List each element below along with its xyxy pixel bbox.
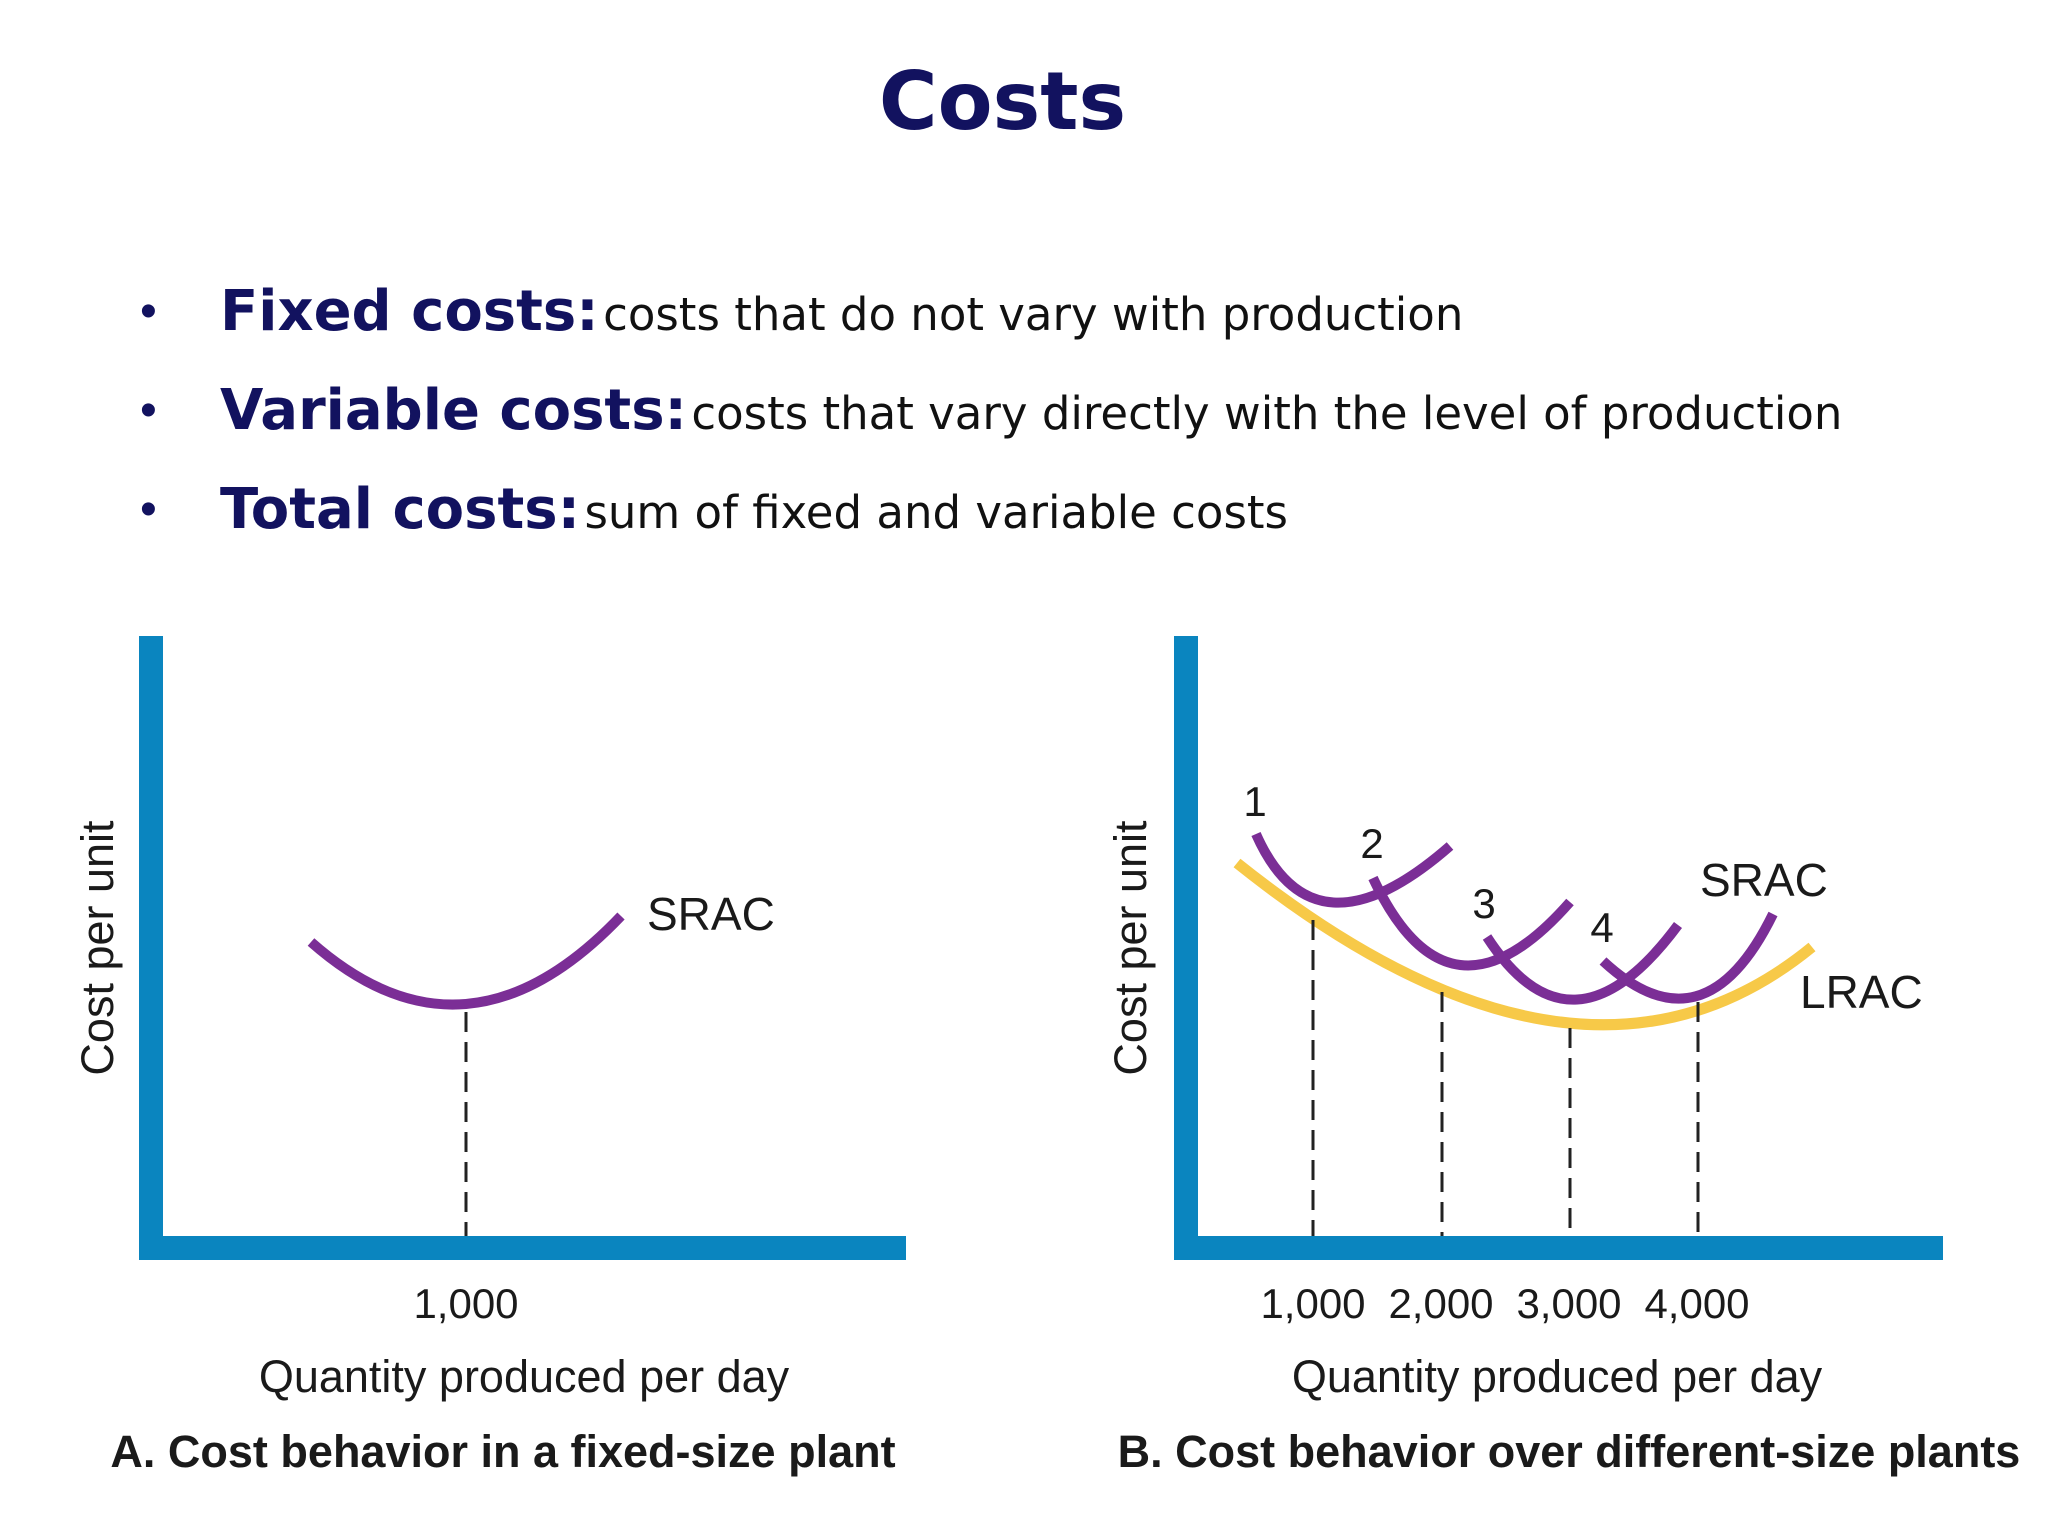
- panel-b-srac-curve-1: [1251, 831, 1454, 908]
- cost-figure: Cost per unit SRAC 1,000 Quantity produc…: [0, 600, 2048, 1500]
- bullet-term: Variable costs:: [220, 378, 687, 443]
- panel-b-tick-label-4: 4,000: [1644, 1280, 1749, 1327]
- bullet-definition: costs that do not vary with production: [603, 288, 1464, 341]
- panel-b-x-label: Quantity produced per day: [1292, 1351, 1823, 1402]
- panel-b-caption: B. Cost behavior over different-size pla…: [1118, 1426, 2021, 1477]
- panel-a-srac-curve: [307, 912, 625, 1010]
- panel-a: Cost per unit SRAC 1,000 Quantity produc…: [72, 636, 906, 1477]
- panel-a-caption: A. Cost behavior in a fixed-size plant: [110, 1426, 895, 1477]
- bullet-definition: costs that vary directly with the level …: [691, 387, 1843, 440]
- panel-a-srac-label: SRAC: [647, 888, 775, 940]
- panel-a-x-label: Quantity produced per day: [259, 1351, 790, 1402]
- cost-diagrams-svg: Cost per unit SRAC 1,000 Quantity produc…: [72, 636, 2020, 1477]
- bullet-term: Total costs:: [220, 477, 580, 542]
- bullet-icon: •: [140, 483, 157, 536]
- panel-b: 1 2 3 4 SRAC LRAC Cost per unit 1,000 2,…: [1105, 636, 2020, 1477]
- panel-b-srac-label: SRAC: [1700, 854, 1828, 906]
- panel-b-tick-label-2: 2,000: [1388, 1280, 1493, 1327]
- bullet-term: Fixed costs:: [220, 279, 599, 344]
- bullet-definition: sum of fixed and variable costs: [584, 486, 1288, 539]
- panel-b-curve-number-3: 3: [1472, 880, 1495, 927]
- panel-b-srac-curve-2: [1368, 875, 1574, 971]
- panel-a-tick-label: 1,000: [413, 1280, 518, 1327]
- bullet-content: Fixed costs: costs that do not vary with…: [220, 272, 1463, 366]
- panel-b-lrac-curve: [1233, 858, 1816, 1031]
- panel-a-y-label: Cost per unit: [72, 820, 123, 1076]
- panel-b-srac-curve-4: [1599, 911, 1778, 1004]
- panel-b-srac-curve-3: [1482, 922, 1683, 1005]
- bullet-icon: •: [140, 384, 157, 437]
- panel-b-curve-number-1: 1: [1243, 778, 1266, 825]
- panel-b-lrac-label: LRAC: [1800, 966, 1923, 1018]
- panel-b-tick-label-1: 1,000: [1260, 1280, 1365, 1327]
- panel-b-curve-number-2: 2: [1360, 820, 1383, 867]
- panel-b-tick-label-3: 3,000: [1516, 1280, 1621, 1327]
- panel-b-curve-number-4: 4: [1590, 904, 1613, 951]
- bullet-content: Total costs: sum of fixed and variable c…: [220, 470, 1288, 564]
- bullet-icon: •: [140, 285, 157, 338]
- bullet-content: Variable costs: costs that vary directly…: [220, 371, 1842, 465]
- panel-b-y-label: Cost per unit: [1105, 820, 1156, 1076]
- slide-title: Costs: [878, 55, 1127, 148]
